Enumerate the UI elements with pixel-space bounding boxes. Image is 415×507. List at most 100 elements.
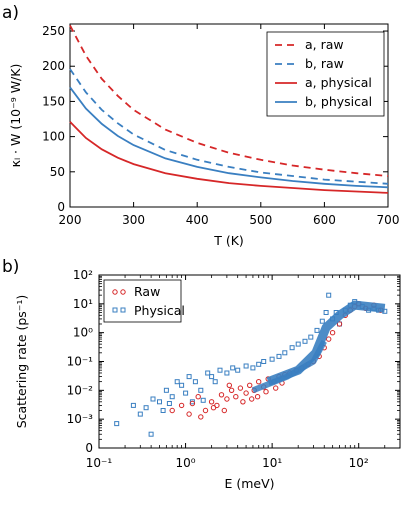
y-tick-label: 10⁻¹	[67, 355, 94, 369]
panel-label: b)	[2, 257, 19, 277]
physical-point	[166, 401, 172, 406]
raw-point	[233, 394, 239, 400]
raw-point	[256, 379, 262, 385]
x-tick-label: 500	[249, 213, 272, 227]
physical-point	[192, 379, 198, 385]
legend-entry: Raw	[134, 284, 160, 299]
raw-point	[202, 407, 209, 414]
legend-box	[103, 279, 182, 323]
physical-point	[148, 431, 154, 437]
x-axis-label: E (meV)	[224, 476, 274, 491]
x-tick-label: 300	[122, 213, 145, 227]
dense-band	[251, 300, 386, 394]
physical-point	[326, 292, 332, 298]
y-tick-label: 10¹	[73, 297, 93, 311]
physical-point	[243, 363, 249, 369]
legend-entry: Physical	[134, 303, 185, 318]
raw-point	[237, 385, 244, 391]
x-tick-label: 10¹	[262, 456, 282, 470]
physical-point	[209, 374, 215, 380]
raw-point	[329, 330, 336, 336]
y-tick-label: 150	[42, 94, 65, 108]
raw-point	[263, 389, 269, 395]
physical-point	[169, 394, 175, 400]
physical-point	[261, 359, 267, 364]
panel-b: b) 10⁻¹ 10⁰ 10¹ 10² 0 10⁻³ 10⁻² 10⁻¹ 10⁰ 10¹ 10² E (…	[2, 257, 401, 491]
raw-point	[169, 407, 175, 414]
panel-label: a)	[2, 3, 19, 23]
y-tick-label: 0	[85, 441, 93, 455]
legend-marker	[112, 289, 118, 295]
raw-point	[186, 411, 192, 417]
series-line-2	[69, 68, 389, 185]
physical-point	[114, 421, 120, 427]
physical-point	[256, 361, 262, 367]
physical-point	[150, 396, 156, 402]
raw-point	[273, 385, 279, 391]
y-tick-label: 250	[42, 24, 65, 38]
physical-point	[235, 367, 241, 373]
y-axis-label: κₗ · W (10⁻⁹ W/K)	[8, 64, 23, 168]
physical-point	[323, 310, 329, 315]
physical-point	[319, 318, 325, 324]
raw-point	[243, 390, 249, 396]
y-axis-label: Scattering rate (ps⁻¹)	[14, 295, 29, 429]
x-tick-label: 600	[313, 213, 336, 227]
x-tick-label: 200	[59, 213, 82, 227]
raw-point	[247, 382, 253, 388]
y-tick-label: 200	[42, 59, 65, 73]
physical-point	[174, 379, 180, 385]
physical-point	[130, 402, 136, 408]
raw-point	[254, 394, 261, 400]
x-tick-label: 700	[377, 213, 400, 227]
raw-point	[198, 414, 204, 420]
y-tick-label: 0	[57, 200, 65, 214]
raw-point	[326, 336, 332, 342]
physical-point	[183, 390, 189, 396]
raw-point	[249, 396, 255, 402]
x-tick-label: 10⁻¹	[86, 456, 113, 470]
raw-point	[226, 382, 233, 388]
legend-marker	[120, 289, 126, 295]
y-tick-label: 10⁰	[73, 326, 93, 340]
physical-point	[163, 387, 169, 393]
physical-point	[276, 353, 282, 359]
physical-point	[198, 387, 204, 393]
x-tick-label: 10²	[349, 456, 369, 470]
y-tick-label: 100	[42, 130, 65, 144]
panel-a: a) 200 300 400 500 600 700 0 50 100 150 200 250 T (K)…	[2, 3, 399, 248]
y-tick-label: 10²	[73, 268, 93, 282]
physical-point	[217, 367, 223, 373]
physical-point	[295, 341, 301, 347]
raw-point	[336, 321, 343, 327]
raw-point	[210, 405, 217, 411]
physical-point	[302, 338, 308, 344]
physical-point	[200, 397, 206, 403]
series-line-4	[69, 86, 389, 189]
raw-point	[240, 399, 246, 405]
legend-entry: a, raw	[305, 37, 344, 52]
physical-point	[143, 405, 149, 411]
series-line-3	[69, 121, 389, 194]
y-tick-label: 10⁻³	[67, 412, 94, 426]
raw-point	[208, 399, 215, 405]
physical-point	[230, 365, 236, 371]
legend-entry: a, physical	[305, 75, 372, 90]
physical-point	[212, 379, 218, 385]
y-tick-label: 10⁻²	[67, 383, 94, 397]
scatter-points	[114, 292, 388, 437]
legend-entry: b, raw	[305, 56, 344, 71]
physical-point	[269, 356, 275, 362]
physical-point	[314, 327, 320, 333]
raw-point	[178, 402, 185, 409]
series-line-1	[69, 24, 389, 177]
legend-marker	[120, 307, 126, 313]
physical-point	[308, 334, 314, 340]
y-tick-label: 50	[50, 165, 65, 179]
raw-point	[195, 394, 201, 400]
x-tick-label: 10⁰	[176, 456, 196, 470]
raw-point	[224, 396, 230, 402]
physical-band-low	[251, 339, 327, 394]
plot-frame	[69, 23, 389, 208]
